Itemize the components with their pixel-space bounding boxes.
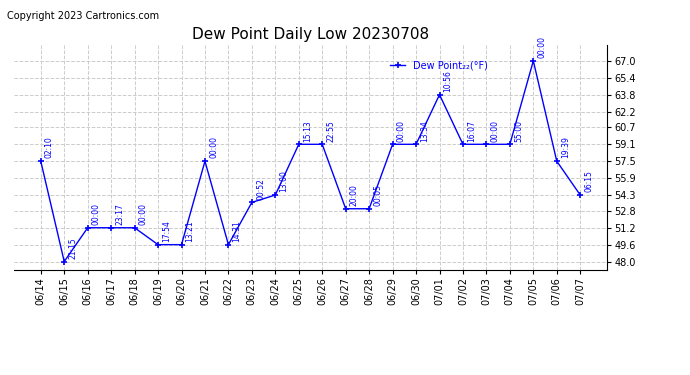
- Text: 21:15: 21:15: [68, 237, 77, 259]
- Text: 00:00: 00:00: [538, 36, 546, 58]
- Title: Dew Point Daily Low 20230708: Dew Point Daily Low 20230708: [192, 27, 429, 42]
- Text: 17:54: 17:54: [162, 220, 171, 242]
- Text: 22:55: 22:55: [326, 120, 335, 141]
- Text: 19:39: 19:39: [561, 136, 570, 158]
- Text: 55:00: 55:00: [514, 120, 523, 141]
- Text: 02:10: 02:10: [45, 136, 54, 158]
- Text: 13:21: 13:21: [186, 220, 195, 242]
- Text: 15:13: 15:13: [303, 120, 312, 141]
- Text: 00:00: 00:00: [139, 203, 148, 225]
- Text: 00:52: 00:52: [256, 178, 265, 200]
- Text: 00:00: 00:00: [491, 120, 500, 141]
- Text: 14:31: 14:31: [233, 220, 241, 242]
- Text: 00:00: 00:00: [397, 120, 406, 141]
- Text: 00:05: 00:05: [373, 184, 382, 206]
- Text: 00:00: 00:00: [92, 203, 101, 225]
- Text: Copyright 2023 Cartronics.com: Copyright 2023 Cartronics.com: [7, 11, 159, 21]
- Text: 13:00: 13:00: [279, 170, 288, 192]
- Text: 13:34: 13:34: [420, 120, 429, 141]
- Legend: Dew Point₂₂(°F): Dew Point₂₂(°F): [386, 57, 491, 74]
- Text: 06:15: 06:15: [584, 170, 593, 192]
- Text: 23:17: 23:17: [115, 203, 124, 225]
- Text: 20:00: 20:00: [350, 184, 359, 206]
- Text: 10:56: 10:56: [444, 70, 453, 92]
- Text: 16:07: 16:07: [467, 120, 476, 141]
- Text: 00:00: 00:00: [209, 136, 218, 158]
